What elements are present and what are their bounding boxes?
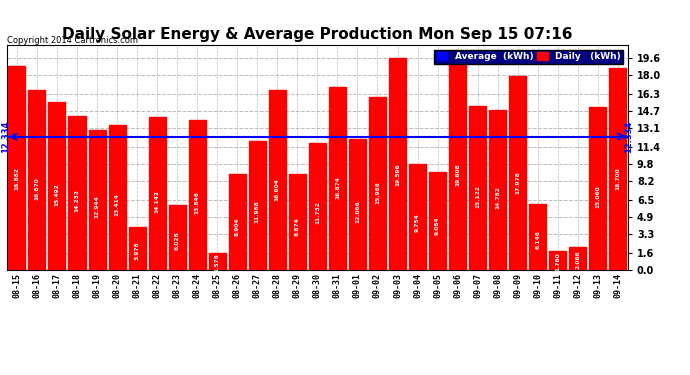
Text: 18.700: 18.700 <box>615 168 620 190</box>
Bar <box>289 174 306 270</box>
Text: 16.670: 16.670 <box>34 177 39 200</box>
Bar <box>28 90 46 270</box>
Bar <box>609 68 627 270</box>
Bar <box>188 120 206 270</box>
Text: 16.604: 16.604 <box>275 178 280 201</box>
Text: 13.846: 13.846 <box>195 191 199 214</box>
Bar <box>249 141 266 270</box>
Text: 12.334: 12.334 <box>624 120 633 153</box>
Bar <box>349 140 366 270</box>
Bar <box>469 106 486 270</box>
Bar <box>108 125 126 270</box>
Text: 9.084: 9.084 <box>435 216 440 235</box>
Bar <box>449 58 466 270</box>
Text: 1.576: 1.576 <box>215 253 219 272</box>
Title: Daily Solar Energy & Average Production Mon Sep 15 07:16: Daily Solar Energy & Average Production … <box>62 27 573 42</box>
Legend: Average  (kWh), Daily   (kWh): Average (kWh), Daily (kWh) <box>434 50 623 64</box>
Text: 15.122: 15.122 <box>475 185 480 208</box>
Bar <box>128 227 146 270</box>
Text: 14.142: 14.142 <box>155 190 159 213</box>
Text: 6.146: 6.146 <box>535 231 540 249</box>
Bar <box>509 75 526 270</box>
Text: 8.874: 8.874 <box>295 217 300 236</box>
Text: Copyright 2014 Cartronics.com: Copyright 2014 Cartronics.com <box>7 36 138 45</box>
Text: 12.334: 12.334 <box>1 120 10 153</box>
Text: 11.968: 11.968 <box>255 200 260 223</box>
Text: 13.414: 13.414 <box>115 193 119 216</box>
Bar <box>329 87 346 270</box>
Bar <box>168 205 186 270</box>
Text: 3.976: 3.976 <box>135 242 139 260</box>
Text: 6.026: 6.026 <box>175 231 179 250</box>
Bar <box>309 143 326 270</box>
Bar <box>68 116 86 270</box>
Bar <box>229 174 246 270</box>
Text: 2.086: 2.086 <box>575 251 580 269</box>
Text: 15.060: 15.060 <box>595 185 600 208</box>
Bar <box>389 58 406 270</box>
Bar <box>409 165 426 270</box>
Text: 16.874: 16.874 <box>335 176 340 199</box>
Bar <box>429 172 446 270</box>
Text: 1.760: 1.760 <box>555 252 560 271</box>
Text: 15.966: 15.966 <box>375 181 380 204</box>
Bar <box>148 117 166 270</box>
Bar <box>269 90 286 270</box>
Bar <box>48 102 66 270</box>
Bar <box>549 251 566 270</box>
Text: 15.492: 15.492 <box>55 183 59 206</box>
Text: 11.732: 11.732 <box>315 201 320 224</box>
Bar <box>8 66 26 270</box>
Bar <box>369 97 386 270</box>
Text: 12.066: 12.066 <box>355 200 360 223</box>
Text: 14.232: 14.232 <box>75 189 79 212</box>
Bar <box>489 110 506 270</box>
Text: 19.596: 19.596 <box>395 163 400 186</box>
Bar <box>88 130 106 270</box>
Text: 12.944: 12.944 <box>95 196 99 218</box>
Bar <box>569 248 586 270</box>
Text: 9.754: 9.754 <box>415 213 420 232</box>
Text: 14.782: 14.782 <box>495 187 500 210</box>
Text: 17.978: 17.978 <box>515 171 520 194</box>
Text: 18.882: 18.882 <box>14 166 19 189</box>
Text: 8.904: 8.904 <box>235 217 239 236</box>
Text: 19.608: 19.608 <box>455 163 460 186</box>
Bar <box>208 253 226 270</box>
Bar <box>529 204 546 270</box>
Bar <box>589 107 607 270</box>
